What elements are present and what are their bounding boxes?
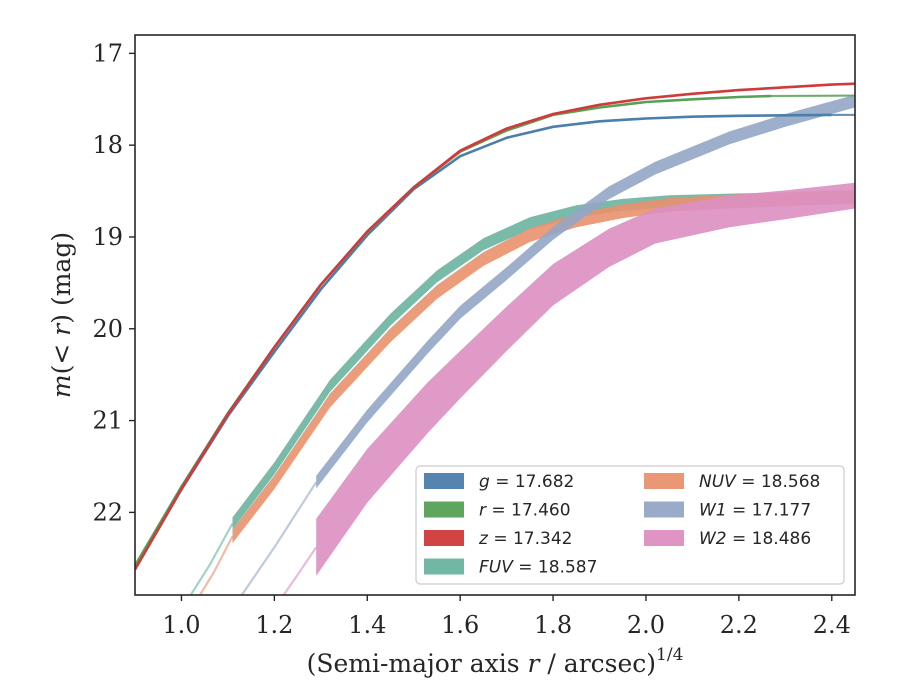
x-tick-label: 1.0 — [162, 611, 200, 639]
legend-entry-NUV: NUV = 18.568 — [699, 472, 820, 492]
legend-swatch-z — [424, 530, 464, 546]
x-tick-label: 2.2 — [720, 611, 758, 639]
axes: 1.0 1.2 1.4 1.6 1.8 2.0 2.2 2.4 17 18 19 20 21 22 (Sem… — [47, 34, 856, 678]
plot-area — [135, 82, 855, 595]
legend-box — [415, 465, 845, 585]
x-tick-label: 1.6 — [441, 611, 479, 639]
series-band-NUV — [232, 190, 855, 544]
series-extension-W1 — [240, 481, 318, 595]
legend-swatch-W1 — [644, 501, 684, 518]
y-tick-label: 17 — [92, 39, 123, 67]
legend-swatch-NUV — [644, 473, 684, 489]
x-tick-label: 1.2 — [255, 611, 293, 639]
x-tick-label: 2.0 — [627, 611, 665, 639]
y-tick-label: 20 — [92, 315, 123, 343]
x-tick-label: 1.4 — [348, 611, 386, 639]
x-axis-label: (Semi-major axis r / arcsec)1/4 — [307, 645, 684, 678]
series-line-g — [135, 113, 832, 570]
series-line-z — [135, 82, 855, 570]
x-tick-label: 1.8 — [534, 611, 572, 639]
legend-entry-W2: W2 = 18.486 — [699, 529, 811, 549]
series-extension-NUV — [199, 535, 234, 595]
series-extension-W2 — [282, 546, 318, 595]
legend-swatch-FUV — [424, 558, 464, 575]
legend: g = 17.682 r = 17.460 z = 17.342 FUV = 18.5… — [415, 465, 845, 585]
y-tick-label: 18 — [92, 131, 123, 159]
legend-swatch-r — [424, 501, 464, 518]
legend-entry-z: z = 17.342 — [478, 529, 572, 549]
legend-entry-r: r = 17.460 — [479, 501, 571, 521]
plot-frame — [134, 34, 856, 596]
x-tick-label: 2.4 — [813, 611, 851, 639]
legend-entry-FUV: FUV = 18.587 — [479, 558, 597, 578]
y-tick-label: 21 — [92, 407, 123, 435]
y-tick-label: 22 — [92, 498, 123, 526]
y-tick-label: 19 — [92, 223, 123, 251]
series-group — [135, 82, 855, 595]
series-band-FUV — [232, 192, 855, 530]
legend-swatch-g — [424, 473, 464, 489]
legend-entry-W1: W1 = 17.177 — [699, 501, 811, 521]
y-axis-label: m(< r) (mag) — [47, 232, 76, 398]
legend-entry-g: g = 17.682 — [479, 472, 574, 492]
series-band-W2 — [316, 182, 855, 576]
series-extension-FUV — [189, 522, 234, 595]
legend-swatch-W2 — [644, 530, 684, 546]
